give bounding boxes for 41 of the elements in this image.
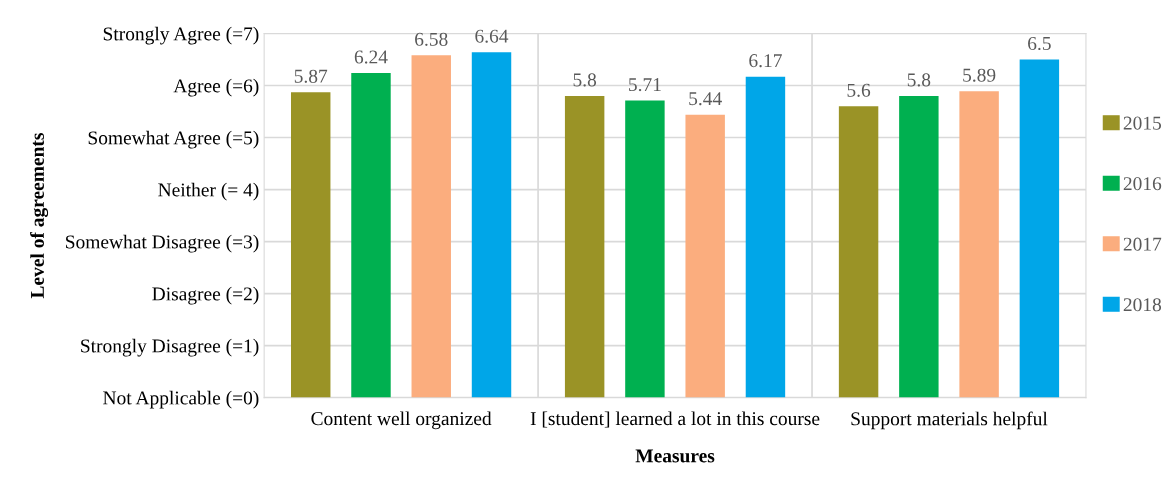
data-label: 6.5 (1028, 36, 1051, 51)
bar (291, 92, 331, 398)
legend-label: 2015 (1123, 116, 1162, 130)
legend-label: 2018 (1123, 298, 1162, 312)
data-label: 6.64 (475, 29, 509, 43)
bar (411, 55, 451, 398)
bar (745, 76, 786, 398)
bar (685, 114, 725, 398)
bar (838, 106, 879, 398)
data-label: 5.44 (689, 92, 722, 106)
data-label: 6.24 (354, 50, 388, 64)
y-axis-title: Level of agreements (30, 133, 49, 299)
data-label: 5.89 (963, 68, 996, 82)
y-tick-label: Somewhat Agree (=5) (88, 130, 259, 149)
bar (959, 91, 999, 398)
x-tick-label: Support materials helpful (851, 411, 1048, 430)
data-label: 6.58 (415, 32, 448, 46)
data-label: 5.8 (573, 73, 597, 87)
data-label: 6.17 (749, 54, 782, 68)
x-axis-title: Measures (635, 449, 715, 463)
bar (1019, 59, 1060, 398)
legend-label: 2016 (1123, 177, 1162, 191)
y-tick-label: Somewhat Disagree (=3) (66, 234, 259, 253)
y-tick-label: Strongly Agree (=7) (103, 26, 259, 45)
x-tick-label: I [student] learned a lot in this course (530, 411, 820, 428)
data-label: 5.87 (294, 69, 328, 83)
data-label: 5.8 (907, 73, 931, 87)
x-tick-label: Content well organized (311, 411, 492, 430)
y-tick-label: Neither (= 4) (158, 182, 259, 201)
bar (899, 95, 939, 398)
data-label: 5.71 (629, 78, 661, 92)
bar (471, 52, 512, 398)
legend-label: 2017 (1123, 237, 1162, 251)
bar (351, 73, 391, 398)
y-tick-label: Strongly Disagree (=1) (81, 338, 259, 357)
y-tick-label: Disagree (=2) (152, 286, 259, 305)
y-tick-label: Not Applicable (=0) (103, 390, 259, 409)
y-tick-label: Agree (=6) (173, 78, 259, 97)
data-label: 5.6 (847, 83, 871, 97)
bar (625, 100, 665, 398)
bar (564, 95, 605, 398)
